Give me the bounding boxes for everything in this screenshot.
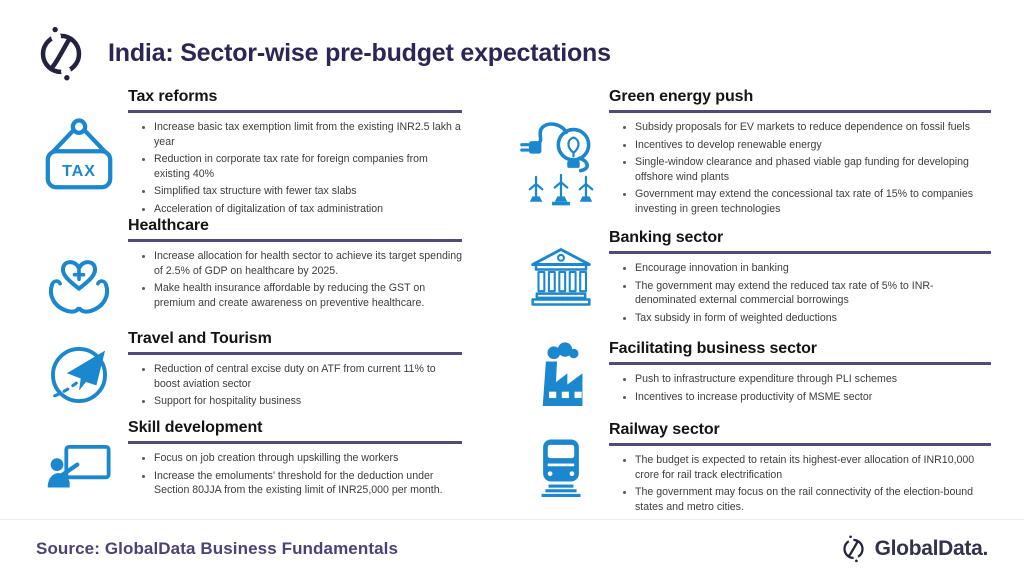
bullet-item: Increase allocation for health sector to… — [154, 249, 462, 278]
section-travel-tourism: Travel and Tourism Reduction of central … — [30, 330, 513, 419]
bullet-list: Encourage innovation in banking The gover… — [609, 261, 991, 325]
left-column: TAX Tax reforms Increase basic tax exemp… — [30, 88, 513, 517]
bullet-item: Push to infrastructure expenditure throu… — [635, 372, 991, 387]
bullet-item: Single-window clearance and phased viabl… — [635, 155, 991, 184]
globaldata-logo-icon-small — [840, 534, 867, 563]
source-text: Source: GlobalData Business Fundamentals — [36, 538, 399, 558]
bullet-list: The budget is expected to retain its hig… — [609, 453, 991, 514]
section-heading: Skill development — [128, 419, 462, 444]
bullet-item: Increase basic tax exemption limit from … — [154, 120, 462, 149]
bullet-item: Incentives to increase productivity of M… — [635, 390, 991, 405]
bullet-item: Support for hospitality business — [154, 394, 462, 409]
bullet-item: Acceleration of digitalization of tax ad… — [154, 202, 462, 217]
bullet-item: Tax subsidy in form of weighted deductio… — [635, 311, 991, 326]
bullet-item: Simplified tax structure with fewer tax … — [154, 184, 462, 199]
section-banking: Banking sector Encourage innovation in b… — [513, 229, 996, 340]
bullet-list: Push to infrastructure expenditure throu… — [609, 372, 991, 404]
section-heading: Railway sector — [609, 421, 991, 446]
healthcare-heart-hands-icon — [30, 217, 128, 330]
green-energy-bulb-icon — [513, 88, 609, 229]
bullet-item: Reduction in corporate tax rate for fore… — [154, 152, 462, 181]
bullet-item: Subsidy proposals for EV markets to redu… — [635, 120, 991, 135]
footer: Source: GlobalData Business Fundamentals… — [0, 519, 1024, 577]
section-content: Healthcare Increase allocation for healt… — [128, 217, 462, 330]
section-content: Skill development Focus on job creation … — [128, 419, 462, 501]
section-tax-reforms: TAX Tax reforms Increase basic tax exemp… — [30, 88, 513, 217]
factory-icon — [513, 340, 609, 421]
bullet-item: The budget is expected to retain its hig… — [635, 453, 991, 482]
section-heading: Tax reforms — [128, 88, 462, 113]
train-icon — [513, 421, 609, 517]
bullet-list: Subsidy proposals for EV markets to redu… — [609, 120, 991, 217]
section-content: Banking sector Encourage innovation in b… — [609, 229, 991, 340]
right-column: Green energy push Subsidy proposals for … — [513, 88, 996, 517]
content-grid: TAX Tax reforms Increase basic tax exemp… — [0, 88, 1024, 517]
page-title: India: Sector-wise pre-budget expectatio… — [108, 38, 611, 67]
section-content: Green energy push Subsidy proposals for … — [609, 88, 991, 229]
page-header: India: Sector-wise pre-budget expectatio… — [0, 0, 1024, 82]
section-content: Tax reforms Increase basic tax exemption… — [128, 88, 462, 217]
bullet-item: Make health insurance affordable by redu… — [154, 281, 462, 310]
tax-icon-label: TAX — [62, 162, 96, 180]
section-content: Facilitating business sector Push to inf… — [609, 340, 991, 421]
section-green-energy: Green energy push Subsidy proposals for … — [513, 88, 996, 229]
section-facilitating-business: Facilitating business sector Push to inf… — [513, 340, 996, 421]
section-railway: Railway sector The budget is expected to… — [513, 421, 996, 517]
airplane-globe-icon — [30, 330, 128, 419]
bullet-item: Incentives to develop renewable energy — [635, 138, 991, 153]
bullet-item: The government may focus on the rail con… — [635, 485, 991, 514]
section-skill-development: Skill development Focus on job creation … — [30, 419, 513, 501]
bullet-item: The government may extend the reduced ta… — [635, 279, 991, 308]
section-heading: Travel and Tourism — [128, 330, 462, 355]
trainer-whiteboard-icon — [30, 419, 128, 501]
globaldata-logo-icon — [34, 24, 88, 82]
bullet-list: Increase allocation for health sector to… — [128, 249, 462, 310]
section-heading: Green energy push — [609, 88, 991, 113]
globaldata-brand: GlobalData. — [840, 534, 988, 563]
section-heading: Facilitating business sector — [609, 340, 991, 365]
section-heading: Healthcare — [128, 217, 462, 242]
bullet-item: Focus on job creation through upskilling… — [154, 451, 462, 466]
bullet-item: Encourage innovation in banking — [635, 261, 991, 276]
bullet-list: Increase basic tax exemption limit from … — [128, 120, 462, 217]
wind-turbines — [528, 173, 594, 206]
bullet-list: Reduction of central excise duty on ATF … — [128, 362, 462, 409]
bullet-list: Focus on job creation through upskilling… — [128, 451, 462, 498]
section-content: Railway sector The budget is expected to… — [609, 421, 991, 517]
brand-name: GlobalData. — [874, 536, 989, 560]
tax-tag-icon: TAX — [30, 88, 128, 217]
bullet-item: Increase the emoluments' threshold for t… — [154, 469, 462, 498]
bank-building-icon — [513, 229, 609, 340]
section-healthcare: Healthcare Increase allocation for healt… — [30, 217, 513, 330]
section-heading: Banking sector — [609, 229, 991, 254]
bullet-item: Government may extend the concessional t… — [635, 187, 991, 216]
section-content: Travel and Tourism Reduction of central … — [128, 330, 462, 419]
bullet-item: Reduction of central excise duty on ATF … — [154, 362, 462, 391]
